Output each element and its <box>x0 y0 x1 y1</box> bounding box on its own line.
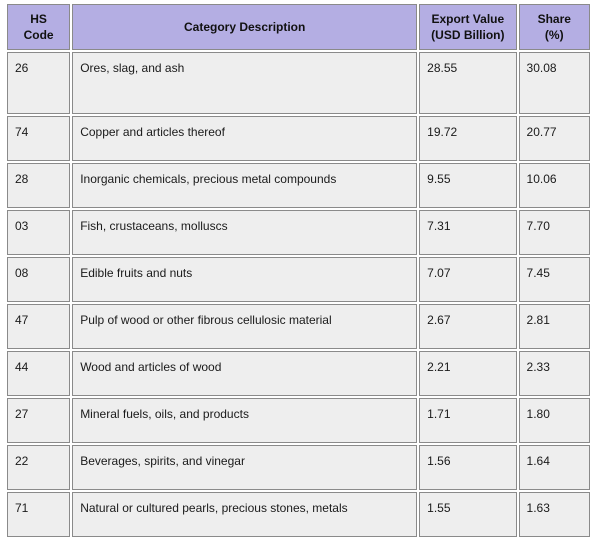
share-cell: 1.80 <box>518 398 590 443</box>
header-share-line2: (%) <box>544 28 564 42</box>
export-value-cell: 9.55 <box>419 163 517 208</box>
share-cell: 1.64 <box>518 445 590 490</box>
hs-code-cell: 28 <box>7 163 71 208</box>
share-cell: 30.08 <box>518 52 590 114</box>
export-value-cell: 7.31 <box>419 210 517 255</box>
table-row: 44 Wood and articles of wood 2.21 2.33 <box>7 351 590 396</box>
hs-code-cell: 08 <box>7 257 71 302</box>
description-cell: Pulp of wood or other fibrous cellulosic… <box>72 304 418 349</box>
export-table: HS Code Category Description Export Valu… <box>5 2 592 539</box>
table-row: 71 Natural or cultured pearls, precious … <box>7 492 590 537</box>
hs-code-cell: 26 <box>7 52 71 114</box>
description-cell: Fish, crustaceans, molluscs <box>72 210 418 255</box>
header-export-value: Export Value (USD Billion) <box>419 4 517 50</box>
share-cell: 2.33 <box>518 351 590 396</box>
table-row: 26 Ores, slag, and ash 28.55 30.08 <box>7 52 590 114</box>
header-hs-code: HS Code <box>7 4 71 50</box>
header-category-description-label: Category Description <box>183 20 306 34</box>
header-hs-code-line1: HS <box>30 12 47 26</box>
description-cell: Copper and articles thereof <box>72 116 418 161</box>
hs-code-cell: 03 <box>7 210 71 255</box>
header-share-line1: Share <box>537 12 571 26</box>
share-cell: 2.81 <box>518 304 590 349</box>
export-value-cell: 2.67 <box>419 304 517 349</box>
table-row: 47 Pulp of wood or other fibrous cellulo… <box>7 304 590 349</box>
share-cell: 7.45 <box>518 257 590 302</box>
header-export-value-line1: Export Value <box>431 12 505 26</box>
description-cell: Inorganic chemicals, precious metal comp… <box>72 163 418 208</box>
header-hs-code-line2: Code <box>23 28 54 42</box>
table-row: 27 Mineral fuels, oils, and products 1.7… <box>7 398 590 443</box>
hs-code-cell: 71 <box>7 492 71 537</box>
hs-code-cell: 27 <box>7 398 71 443</box>
table-row: 22 Beverages, spirits, and vinegar 1.56 … <box>7 445 590 490</box>
description-cell: Natural or cultured pearls, precious sto… <box>72 492 418 537</box>
share-cell: 1.63 <box>518 492 590 537</box>
description-cell: Edible fruits and nuts <box>72 257 418 302</box>
description-cell: Ores, slag, and ash <box>72 52 418 114</box>
hs-code-cell: 44 <box>7 351 71 396</box>
export-value-cell: 1.71 <box>419 398 517 443</box>
export-value-cell: 28.55 <box>419 52 517 114</box>
export-value-cell: 7.07 <box>419 257 517 302</box>
share-cell: 20.77 <box>518 116 590 161</box>
description-cell: Beverages, spirits, and vinegar <box>72 445 418 490</box>
hs-code-cell: 47 <box>7 304 71 349</box>
export-value-cell: 2.21 <box>419 351 517 396</box>
header-share: Share (%) <box>518 4 590 50</box>
hs-code-cell: 74 <box>7 116 71 161</box>
table-row: 74 Copper and articles thereof 19.72 20.… <box>7 116 590 161</box>
description-cell: Mineral fuels, oils, and products <box>72 398 418 443</box>
header-export-value-line2: (USD Billion) <box>431 28 505 42</box>
export-value-cell: 1.56 <box>419 445 517 490</box>
export-value-cell: 19.72 <box>419 116 517 161</box>
share-cell: 7.70 <box>518 210 590 255</box>
header-row: HS Code Category Description Export Valu… <box>7 4 590 50</box>
table-row: 08 Edible fruits and nuts 7.07 7.45 <box>7 257 590 302</box>
description-cell: Wood and articles of wood <box>72 351 418 396</box>
export-value-cell: 1.55 <box>419 492 517 537</box>
hs-code-cell: 22 <box>7 445 71 490</box>
table-row: 28 Inorganic chemicals, precious metal c… <box>7 163 590 208</box>
table-row: 03 Fish, crustaceans, molluscs 7.31 7.70 <box>7 210 590 255</box>
header-category-description: Category Description <box>72 4 418 50</box>
share-cell: 10.06 <box>518 163 590 208</box>
